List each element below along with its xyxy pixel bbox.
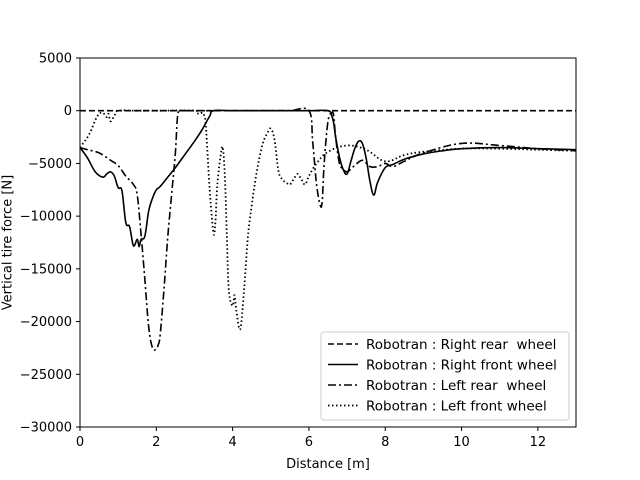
legend-label-3: Robotran : Left rear wheel <box>366 378 546 394</box>
y-tick-label: −20000 <box>20 315 72 330</box>
x-tick-label: 6 <box>305 435 313 450</box>
y-tick-label: −25000 <box>20 368 72 383</box>
x-tick-label: 10 <box>453 435 470 450</box>
x-tick-label: 8 <box>381 435 389 450</box>
x-tick-label: 12 <box>530 435 547 450</box>
x-axis-label: Distance [m] <box>286 457 370 472</box>
x-axis: 0 2 4 6 8 10 12 <box>76 427 546 450</box>
y-tick-label: −15000 <box>20 262 72 277</box>
x-tick-label: 2 <box>152 435 160 450</box>
legend-label-4: Robotran : Left front wheel <box>366 399 547 415</box>
y-tick-label: 5000 <box>39 52 72 67</box>
y-tick-label: −5000 <box>28 157 72 172</box>
y-tick-label: −10000 <box>20 210 72 225</box>
y-axis-label: Vertical tire force [N] <box>1 175 16 310</box>
legend-box <box>320 331 570 421</box>
series-layer <box>80 107 576 351</box>
legend: Robotran : Right rear wheel Robotran : Ri… <box>320 331 570 421</box>
legend-label-1: Robotran : Right rear wheel <box>366 337 556 353</box>
legend-label-2: Robotran : Right front wheel <box>366 358 557 374</box>
series-line-3 <box>80 107 576 351</box>
y-axis: 5000 0 −5000 −10000 −15000 −20000 −25000 −30000 <box>20 52 80 436</box>
y-tick-label: 0 <box>64 104 72 119</box>
x-tick-label: 0 <box>76 435 84 450</box>
plot-area-frame <box>79 57 577 428</box>
y-tick-label: −30000 <box>20 421 72 436</box>
x-tick-label: 4 <box>228 435 236 450</box>
series-line-4 <box>80 109 576 331</box>
